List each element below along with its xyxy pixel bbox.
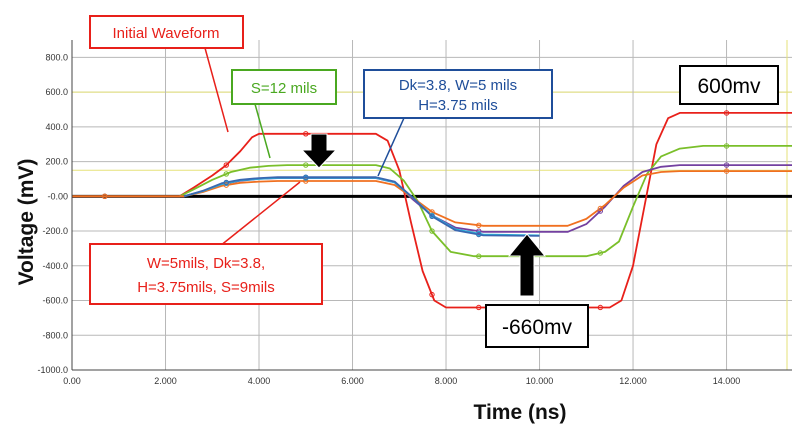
callout-w5-dk-h-s9: W=5mils, Dk=3.8, H=3.75mils, S=9mils	[89, 243, 323, 305]
x-tick-label: 0.00	[63, 376, 81, 386]
up-arrow	[507, 233, 547, 297]
series-marker-6	[223, 179, 229, 186]
series-marker-1	[597, 304, 604, 311]
series-marker-6	[303, 174, 309, 180]
series-line-1	[72, 112, 792, 309]
y-tick-label: -1000.0	[37, 365, 68, 375]
callout-label: S=12 mils	[251, 80, 317, 97]
series-marker-1	[303, 131, 309, 137]
callout-label-line2: H=3.75 mils	[418, 97, 498, 114]
callout-label-line1: W=5mils, Dk=3.8,	[147, 255, 265, 272]
callout-label: 600mv	[697, 75, 761, 98]
series-marker-2	[223, 171, 229, 177]
leader-initial-waveform	[204, 47, 229, 133]
y-axis-title: Voltage (mV)	[15, 159, 38, 286]
callout-label: -660mv	[502, 316, 573, 339]
callout-box	[89, 15, 244, 49]
series-marker-1	[429, 291, 435, 298]
series-marker-4	[723, 168, 730, 174]
series-marker-4	[476, 222, 482, 228]
series-marker-1	[723, 110, 730, 116]
y-tick-label: -200.0	[42, 226, 68, 236]
down-arrow	[300, 133, 338, 169]
series-marker-4	[303, 178, 309, 184]
series-marker-6	[429, 213, 435, 219]
y-tick-label: 600.0	[45, 87, 68, 97]
x-tick-label: 4.000	[248, 376, 271, 386]
x-axis-title: Time (ns)	[474, 401, 567, 424]
series-marker-1	[223, 162, 229, 168]
x-tick-label: 10.000	[526, 376, 554, 386]
callout-box	[679, 65, 779, 105]
callout-box	[363, 69, 553, 119]
callout-box	[231, 69, 337, 105]
x-tick-label: 8.000	[435, 376, 458, 386]
series-marker-3	[723, 162, 730, 168]
series-markers	[102, 110, 730, 311]
callout-minus-660mv: -660mv	[485, 304, 589, 348]
callout-box	[89, 243, 323, 305]
y-tick-label: 800.0	[45, 52, 68, 62]
series-marker-4	[597, 205, 604, 212]
callout-600mv: 600mv	[679, 65, 779, 105]
series-marker-2	[303, 162, 309, 168]
y-tick-label: -800.0	[42, 330, 68, 340]
leader-w5-dk-h-s9	[214, 181, 301, 251]
x-tick-label: 14.000	[713, 376, 741, 386]
x-tick-label: 12.000	[619, 376, 647, 386]
y-tick-label: -400.0	[42, 261, 68, 271]
callout-dk-w-h: Dk=3.8, W=5 mils H=3.75 mils	[363, 69, 553, 119]
series-marker-4	[102, 193, 108, 200]
series-marker-3	[597, 208, 604, 214]
callout-label-line2: H=3.75mils, S=9mils	[137, 279, 275, 296]
callout-box	[485, 304, 589, 348]
series-marker-4	[223, 182, 229, 188]
y-tick-label: 400.0	[45, 122, 68, 132]
callout-leaders	[204, 47, 405, 251]
series-line-6	[183, 176, 540, 237]
series-marker-2	[429, 228, 435, 234]
x-tick-label: 2.000	[154, 376, 177, 386]
series-marker-2	[723, 143, 730, 149]
callout-label-line1: Dk=3.8, W=5 mils	[399, 77, 517, 94]
y-tick-label: 200.0	[45, 157, 68, 167]
series-marker-2	[476, 253, 482, 259]
y-tick-label: -600.0	[42, 296, 68, 306]
callout-label: Initial Waveform	[113, 25, 220, 42]
series-marker-2	[597, 250, 604, 256]
callout-initial-waveform: Initial Waveform	[89, 15, 244, 49]
series-marker-6	[476, 231, 482, 238]
leader-dk-w-h	[377, 117, 405, 177]
series-marker-3	[476, 228, 482, 234]
axes: 800.0 600.0 400.0 200.0 -0.00 -200.0 -400.0 -60…	[37, 40, 792, 386]
y-tick-label: -0.00	[47, 191, 68, 201]
leader-s12	[254, 103, 271, 159]
series-marker-1	[476, 304, 482, 311]
callout-s12: S=12 mils	[231, 69, 337, 105]
x-tick-label: 6.000	[341, 376, 364, 386]
